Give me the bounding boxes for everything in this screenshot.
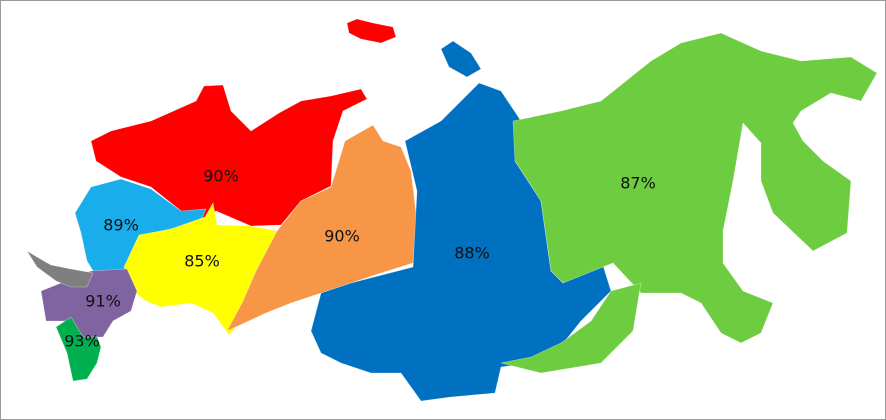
- label-far-east: 87%: [620, 173, 656, 193]
- region-far-east-south: [500, 282, 642, 374]
- region-crimea: [26, 250, 94, 288]
- label-southern: 91%: [85, 291, 121, 311]
- label-northwest: 90%: [203, 166, 239, 186]
- label-siberia: 88%: [454, 243, 490, 263]
- label-north-caucasus: 93%: [64, 331, 100, 351]
- region-far-east: [512, 32, 878, 344]
- region-northwest-islands: [346, 18, 397, 44]
- label-volga: 85%: [184, 251, 220, 271]
- label-ural: 90%: [324, 226, 360, 246]
- region-north-caucasus: [55, 316, 102, 382]
- label-central: 89%: [103, 215, 139, 235]
- region-siberia-islands: [440, 40, 482, 78]
